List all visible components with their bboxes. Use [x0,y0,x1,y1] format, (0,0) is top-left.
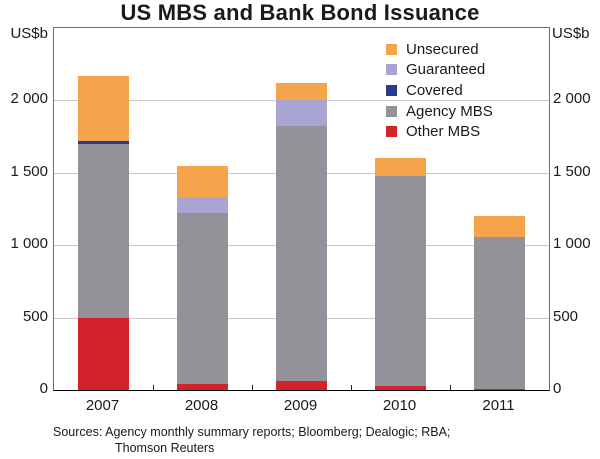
legend-swatch-icon [386,43,397,55]
source-line-1: Sources: Agency monthly summary reports;… [53,425,451,439]
plot-area: Unsecured Guaranteed Covered Agency MBS Othe… [53,27,550,391]
bar-segment-2007-agency-mbs [78,144,129,318]
bar-segment-2010-unsecured [375,158,426,176]
x-axis-tick [351,385,352,390]
y-tick-left-500: 500 [22,307,48,325]
legend-label: Unsecured [406,40,479,58]
legend-item-other-mbs: Other MBS [386,123,480,140]
legend-item-guaranteed: Guaranteed [386,61,485,78]
y-tick-left-1500: 1 500 [10,162,48,180]
source-line-2: Thomson Reuters [115,440,215,455]
bar-segment-2009-guaranteed [276,100,327,126]
y-tick-left-0: 0 [39,380,48,397]
y-tick-left-1000: 1 000 [10,235,48,253]
x-tick-label-2010: 2010 [382,397,417,414]
x-axis-tick [252,385,253,390]
source-note: Sources: Agency monthly summary reports;… [53,425,573,456]
legend-swatch-icon [386,126,397,138]
bar-segment-2008-agency-mbs [177,213,228,384]
legend-swatch-icon [386,105,397,117]
bar-segment-2010-agency-mbs [375,176,426,386]
legend-label: Other MBS [406,123,481,141]
y-tick-left-2000: 2 000 [10,90,48,108]
bar-segment-2009-unsecured [276,83,327,100]
bar-segment-2007-unsecured [78,76,129,141]
y-axis-unit-left: US$b [10,25,48,42]
y-tick-right-500: 500 [553,307,579,325]
y-tick-right-1000: 1 000 [553,235,591,253]
legend-item-agency-mbs: Agency MBS [386,103,493,120]
y-axis-unit-right: US$b [552,25,590,42]
x-tick-label-2011: 2011 [482,397,515,414]
legend-swatch-icon [386,84,397,96]
bar-segment-2008-guaranteed [177,197,228,213]
bar-segment-2007-covered [78,141,129,144]
y-tick-right-2000: 2 000 [553,90,591,108]
x-tick-label-2007: 2007 [85,397,120,414]
bar-segment-2008-unsecured [177,166,228,197]
bar-segment-2011-unsecured [474,216,525,237]
legend-item-unsecured: Unsecured [386,41,479,58]
bar-segment-2007-other-mbs [78,318,129,390]
legend-label: Agency MBS [406,102,493,120]
y-tick-right-1500: 1 500 [553,162,591,180]
x-axis-tick [153,385,154,390]
x-tick-label-2009: 2009 [283,397,318,414]
legend-label: Covered [406,81,463,99]
x-tick-label-2008: 2008 [184,397,219,414]
chart-title: US MBS and Bank Bond Issuance [120,0,480,25]
bar-segment-2009-agency-mbs [276,126,327,381]
x-axis-tick [450,385,451,390]
legend-item-covered: Covered [386,82,463,99]
bar-segment-2009-other-mbs [276,381,327,390]
legend-label: Guaranteed [406,61,486,79]
y-tick-right-0: 0 [553,380,562,397]
bar-segment-2011-agency-mbs [474,237,525,389]
bar-segment-2011-other-mbs [474,389,525,390]
legend-swatch-icon [386,64,397,76]
bar-segment-2008-other-mbs [177,384,228,390]
bar-segment-2010-other-mbs [375,386,426,390]
